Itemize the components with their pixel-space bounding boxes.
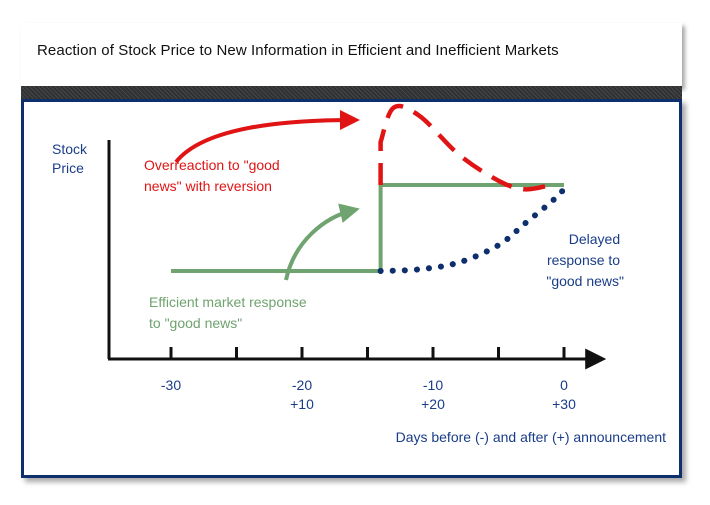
efficient-annotation-line: to "good news" [149, 315, 242, 331]
y-axis-label-line: Price [52, 160, 84, 176]
overreaction-annotation-line: Overreaction to "good [144, 157, 280, 173]
y-axis-label-line: Stock [52, 141, 88, 157]
x-tick-label-line: +20 [421, 396, 445, 412]
x-tick-label-line: 0 [560, 377, 568, 393]
x-tick-label-line: -30 [161, 377, 181, 393]
x-tick-label: -30 [161, 377, 181, 393]
x-tick-label-line: +10 [290, 396, 314, 412]
delayed-annotation-line: Delayed [569, 231, 620, 247]
delayed-response-line [377, 186, 567, 274]
x-tick-labels: -30 -20 +10-10 +200 +30 [161, 377, 576, 412]
chart-canvas: Stock Price Overreaction to "good news" … [52, 103, 667, 445]
x-tick-label-line: -10 [423, 377, 443, 393]
overreaction-annotation: Overreaction to "good news" with reversi… [144, 157, 284, 194]
overreaction-arrow [174, 110, 360, 164]
title-panel: Reaction of Stock Price to New Informati… [21, 23, 682, 87]
decorative-band [21, 86, 682, 100]
efficient-response-arrow [284, 203, 360, 281]
x-tick-label: -10 +20 [421, 377, 445, 412]
overreaction-annotation-line: news" with reversion [144, 178, 272, 194]
efficient-annotation-line: Efficient market response [149, 294, 307, 310]
efficient-response-line [171, 183, 564, 273]
overreaction-line [378, 103, 552, 192]
x-tick-label-line: -20 [292, 377, 312, 393]
axes [107, 140, 607, 370]
delayed-annotation: Delayed response to "good news" [546, 231, 624, 289]
chart-title: Reaction of Stock Price to New Informati… [37, 42, 559, 59]
x-tick-label: -20 +10 [290, 377, 314, 412]
delayed-annotation-line: "good news" [546, 273, 624, 289]
series-layer [171, 103, 567, 274]
chart-panel: Stock Price Overreaction to "good news" … [21, 99, 682, 478]
delayed-annotation-line: response to [547, 252, 620, 268]
x-tick-label-line: +30 [552, 396, 576, 412]
efficient-annotation: Efficient market response to "good news" [149, 294, 311, 331]
x-tick-label: 0 +30 [552, 377, 576, 412]
x-axis-label: Days before (-) and after (+) announceme… [396, 429, 667, 445]
y-axis-label: Stock Price [52, 141, 91, 176]
